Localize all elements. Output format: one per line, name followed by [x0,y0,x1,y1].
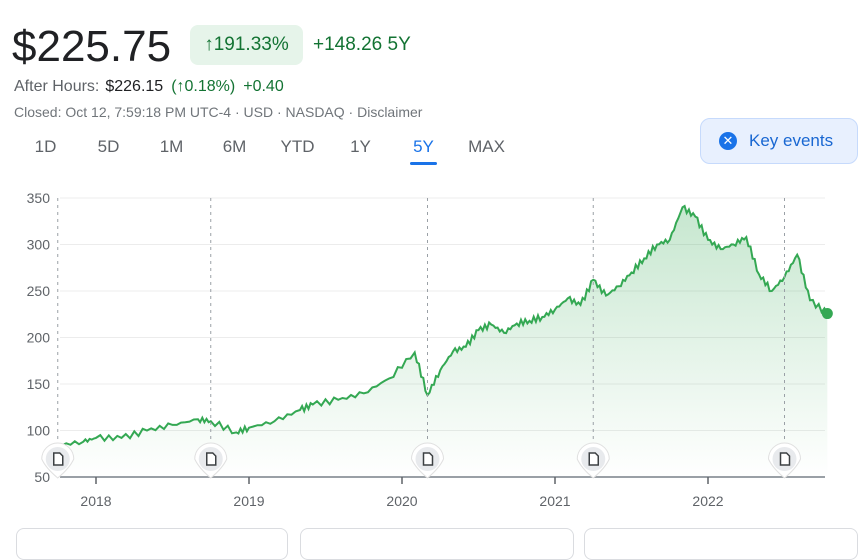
y-tick-label: 50 [34,469,50,485]
x-tick-label: 2020 [386,493,417,509]
tab-max[interactable]: MAX [468,137,505,156]
tab-1y[interactable]: 1Y [350,137,371,156]
quote-meta[interactable]: Closed: Oct 12, 7:59:18 PM UTC-4 · USD ·… [14,104,423,120]
y-tick-label: 350 [27,190,51,206]
document-icon [779,452,791,466]
stat-card[interactable] [584,528,858,560]
tab-5y[interactable]: 5Y [392,137,455,165]
arrow-up-icon: ↑ [204,34,214,55]
range-tabs: 1D 5D 1M 6M YTD 1Y 5Y MAX [14,137,518,165]
document-icon [422,452,434,466]
y-tick-label: 200 [27,330,51,346]
stat-card[interactable] [300,528,574,560]
document-icon [206,452,217,466]
y-tick-label: 250 [27,283,51,299]
y-tick-label: 150 [27,376,51,392]
change-absolute: +148.26 5Y [313,34,411,55]
tab-ytd[interactable]: YTD [280,137,315,156]
after-hours: After Hours: $226.15 (↑0.18%) +0.40 [14,78,284,95]
last-price-dot [821,308,833,320]
y-tick-label: 300 [27,237,51,253]
document-icon [588,452,599,466]
close-icon: ✕ [719,132,737,150]
current-price: $225.75 [12,22,172,71]
x-tick-label: 2021 [539,493,570,509]
key-events-button[interactable]: ✕ Key events [700,118,858,164]
tab-5d[interactable]: 5D [97,137,120,156]
x-tick-label: 2022 [692,493,723,509]
tab-6m[interactable]: 6M [222,137,247,156]
x-tick-label: 2018 [80,493,111,509]
price-chart[interactable]: 350 300 250 200 150 100 50 2018 2019 2020 2021 2022 [0,170,868,510]
change-percent-badge: ↑191.33% [190,25,303,65]
x-tick-label: 2019 [233,493,264,509]
document-icon [53,452,64,466]
stat-card[interactable] [16,528,288,560]
tab-1m[interactable]: 1M [159,137,184,156]
y-tick-label: 100 [27,423,51,439]
price-line [57,204,829,447]
tab-1d[interactable]: 1D [34,137,57,156]
area-fill [57,206,828,477]
